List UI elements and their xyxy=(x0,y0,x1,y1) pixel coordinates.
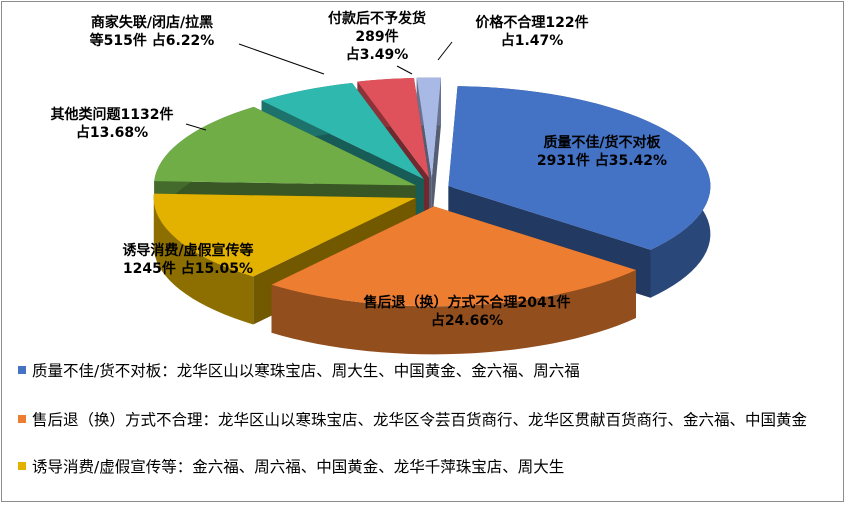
slice-1 xyxy=(271,206,637,307)
legend-note-quality: 质量不佳/货不对板：龙华区山以寒珠宝店、周大生、中国黄金、金六福、周六福 xyxy=(18,361,818,381)
pie-group xyxy=(153,41,711,355)
slice-label-other: 其他类问题1132件 占13.68% xyxy=(50,107,174,141)
slice-label-return: 售后退（换）方式不合理2041件 占24.66% xyxy=(363,295,571,329)
slice-side-1 xyxy=(271,269,637,355)
slice-label-quality: 质量不佳/货不对板 2931件 占35.42% xyxy=(536,135,668,169)
slice-label-induce: 诱导消费/虚假宣传等 1245件 占15.05% xyxy=(122,243,254,277)
slice-label-nodelivery: 付款后不予发货 289件 占3.49% xyxy=(328,11,426,63)
slice-3 xyxy=(154,106,416,186)
slice-6 xyxy=(416,77,441,178)
slice-label-closed: 商家失联/闭店/拉黑 等515件 占6.22% xyxy=(89,15,215,49)
slice-side-2 xyxy=(153,193,254,325)
slice-2 xyxy=(153,193,416,277)
legend-marker-gold xyxy=(18,462,26,470)
slice-5 xyxy=(357,77,430,178)
legend-note-induce: 诱导消费/虚假宣传等：金六福、周六福、中国黄金、龙华千萍珠宝店、周大生 xyxy=(18,457,818,477)
leader-line-0 xyxy=(238,43,325,75)
legend-note-return: 售后退（换）方式不合理：龙华区山以寒珠宝店、龙华区令芸百货商行、龙华区贯献百货商… xyxy=(18,410,818,430)
leader-line-1 xyxy=(396,65,413,75)
leader-line-2 xyxy=(437,41,453,61)
legend-marker-orange xyxy=(18,415,26,423)
legend-marker-blue xyxy=(18,366,26,374)
leader-line-3 xyxy=(185,123,207,131)
slice-4 xyxy=(261,82,424,180)
slice-0 xyxy=(448,86,711,250)
slice-label-price: 价格不合理122件 占1.47% xyxy=(475,15,589,49)
